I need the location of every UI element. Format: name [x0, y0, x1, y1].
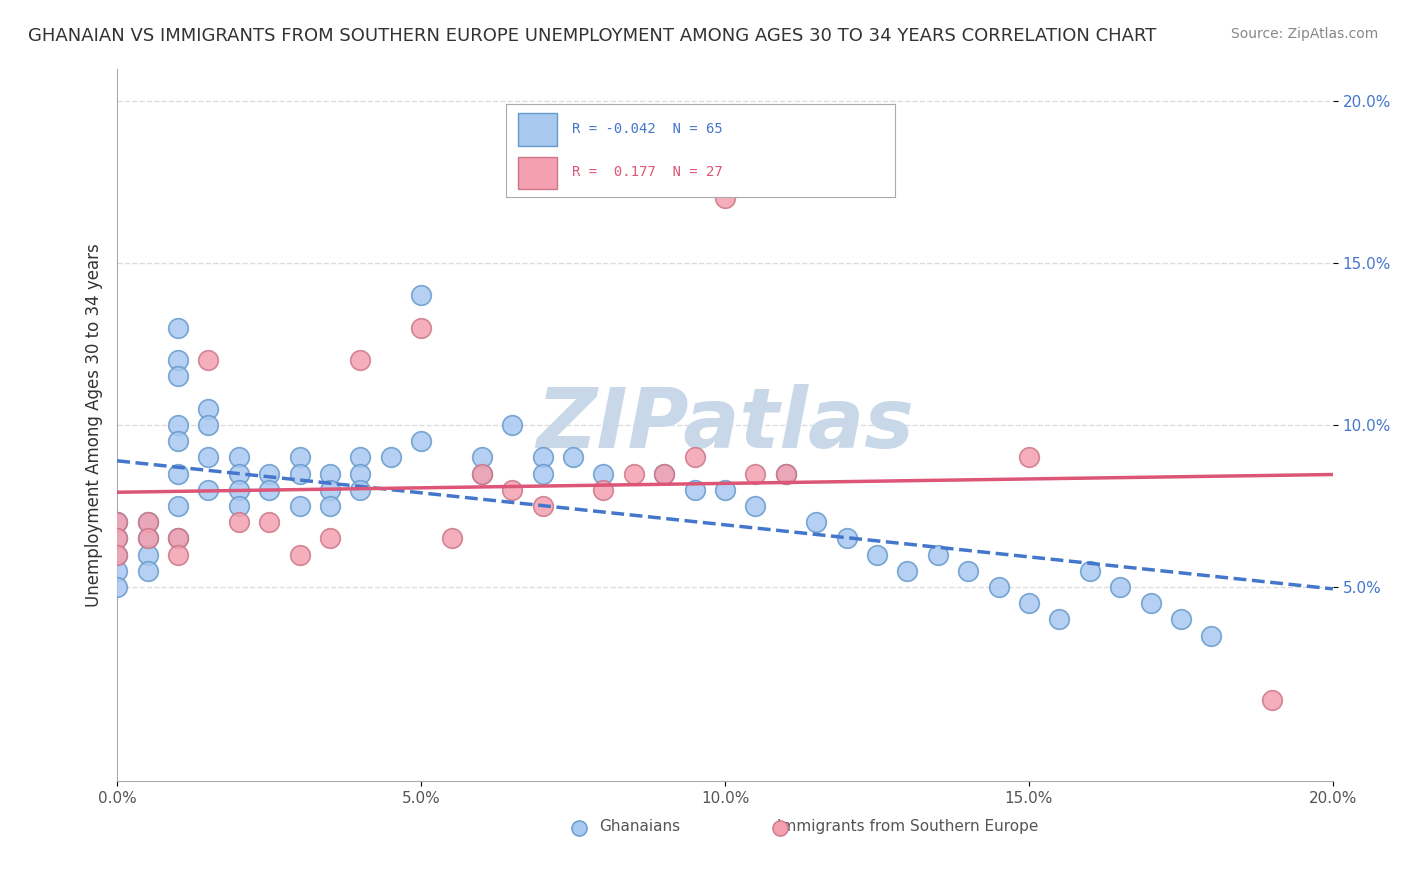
Point — [1047, 612, 1070, 626]
Point — [1018, 596, 1040, 610]
Point — [592, 483, 614, 497]
Point — [775, 467, 797, 481]
Point — [167, 499, 190, 513]
Point — [136, 515, 159, 529]
Point — [957, 564, 980, 578]
Point — [288, 450, 311, 465]
Point — [136, 564, 159, 578]
Point — [349, 483, 371, 497]
Point — [319, 467, 342, 481]
Point — [228, 499, 250, 513]
Point — [652, 467, 675, 481]
Point — [1139, 596, 1161, 610]
Point — [105, 515, 128, 529]
Point — [411, 288, 433, 302]
Point — [105, 531, 128, 545]
Point — [228, 467, 250, 481]
Point — [562, 450, 585, 465]
Point — [319, 531, 342, 545]
Text: GHANAIAN VS IMMIGRANTS FROM SOUTHERN EUROPE UNEMPLOYMENT AMONG AGES 30 TO 34 YEA: GHANAIAN VS IMMIGRANTS FROM SOUTHERN EUR… — [28, 27, 1157, 45]
Point — [319, 483, 342, 497]
Point — [501, 483, 523, 497]
Point — [683, 483, 706, 497]
Point — [531, 450, 554, 465]
Point — [623, 467, 645, 481]
Point — [136, 515, 159, 529]
Point — [927, 548, 949, 562]
Point — [136, 531, 159, 545]
Point — [714, 191, 737, 205]
Point — [1170, 612, 1192, 626]
Text: ZIPatlas: ZIPatlas — [536, 384, 914, 466]
Point — [105, 580, 128, 594]
Point — [744, 499, 766, 513]
Point — [167, 320, 190, 334]
Point — [896, 564, 918, 578]
Point — [806, 515, 828, 529]
Point — [1109, 580, 1132, 594]
Point — [652, 467, 675, 481]
Point — [866, 548, 889, 562]
Point — [197, 450, 219, 465]
Point — [228, 450, 250, 465]
Point — [167, 417, 190, 432]
Point — [167, 434, 190, 449]
Point — [288, 467, 311, 481]
Point — [319, 499, 342, 513]
Point — [197, 417, 219, 432]
Point — [167, 353, 190, 368]
Point — [349, 450, 371, 465]
Text: Source: ZipAtlas.com: Source: ZipAtlas.com — [1230, 27, 1378, 41]
Point — [257, 483, 280, 497]
Point — [440, 531, 463, 545]
Point — [471, 467, 494, 481]
Point — [349, 353, 371, 368]
Point — [835, 531, 858, 545]
Point — [1018, 450, 1040, 465]
Point — [775, 467, 797, 481]
Point — [228, 483, 250, 497]
Point — [105, 548, 128, 562]
Y-axis label: Unemployment Among Ages 30 to 34 years: Unemployment Among Ages 30 to 34 years — [86, 243, 103, 607]
Point — [167, 548, 190, 562]
Point — [592, 467, 614, 481]
Point — [105, 515, 128, 529]
Text: Immigrants from Southern Europe: Immigrants from Southern Europe — [776, 819, 1038, 834]
Point — [714, 483, 737, 497]
Point — [987, 580, 1010, 594]
Point — [288, 548, 311, 562]
Text: Ghanaians: Ghanaians — [599, 819, 681, 834]
Point — [380, 450, 402, 465]
Point — [531, 499, 554, 513]
Point — [228, 515, 250, 529]
Point — [197, 401, 219, 416]
Point — [136, 531, 159, 545]
Point — [683, 450, 706, 465]
Point — [167, 531, 190, 545]
Point — [167, 531, 190, 545]
Point — [257, 467, 280, 481]
Point — [411, 434, 433, 449]
Point — [257, 515, 280, 529]
Point — [197, 353, 219, 368]
Point — [105, 564, 128, 578]
Point — [197, 483, 219, 497]
Point — [501, 417, 523, 432]
Point — [471, 450, 494, 465]
Point — [167, 467, 190, 481]
Point — [105, 531, 128, 545]
Point — [744, 467, 766, 481]
Point — [167, 369, 190, 384]
Point — [349, 467, 371, 481]
Point — [531, 467, 554, 481]
Point — [136, 548, 159, 562]
Point — [1261, 693, 1284, 707]
Point — [288, 499, 311, 513]
Point — [105, 548, 128, 562]
Point — [411, 320, 433, 334]
Point — [1201, 628, 1223, 642]
Point — [471, 467, 494, 481]
Point — [1078, 564, 1101, 578]
